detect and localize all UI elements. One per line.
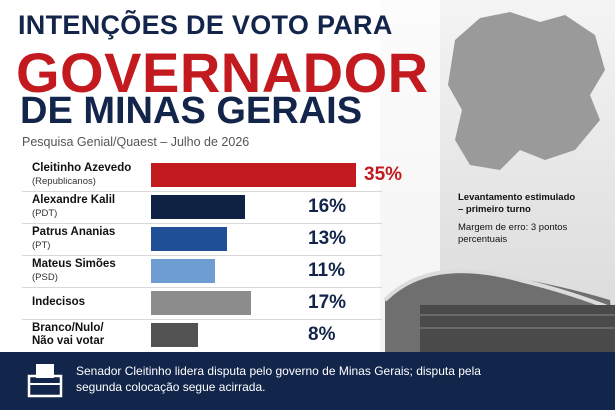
category-label: Alexandre Kalil (PDT) xyxy=(32,194,144,220)
footer-text: Senador Cleitinho lidera disputa pelo go… xyxy=(76,364,481,394)
bar xyxy=(151,259,216,283)
candidate-name: Patrus Ananias xyxy=(32,226,116,238)
note-heading: Levantamento estimulado – primeiro turno xyxy=(458,192,576,215)
candidate-name: Alexandre Kalil xyxy=(32,194,116,206)
category-label: Branco/Nulo/ Não vai votar xyxy=(32,322,144,348)
row-separator xyxy=(22,319,382,320)
bar xyxy=(151,227,228,251)
party-label: (Republicanos) xyxy=(32,176,96,187)
footer-band xyxy=(0,352,615,410)
value-label: 35% xyxy=(364,164,403,185)
title-line: INTENÇÕES DE VOTO PARA xyxy=(18,10,393,40)
party-label: (PSD) xyxy=(32,272,58,283)
note-text: Margem de erro: 3 pontos percentuais xyxy=(458,222,568,245)
title-line: DE MINAS GERAIS xyxy=(20,90,363,132)
row-separator xyxy=(22,191,382,192)
note: Levantamento estimulado – primeiro turno… xyxy=(458,192,578,246)
title-highlight: GOVERNADOR xyxy=(16,41,429,104)
value-label: 16% xyxy=(308,196,347,217)
row-separator xyxy=(22,223,382,224)
row-separator xyxy=(22,287,382,288)
subtitle: Pesquisa Genial/Quaest – Julho de 2026 xyxy=(22,135,250,149)
bar xyxy=(151,195,245,219)
bar xyxy=(151,323,198,347)
value-label: 11% xyxy=(308,260,345,281)
candidate-name: Mateus Simões xyxy=(32,258,116,270)
value-label: 17% xyxy=(308,292,347,313)
category-label: Mateus Simões (PSD) xyxy=(32,258,144,284)
category-label: Patrus Ananias (PT) xyxy=(32,226,144,252)
bar xyxy=(151,163,356,187)
category-label: Indecisos xyxy=(32,296,144,309)
value-label: 13% xyxy=(308,228,347,249)
ballot-icon xyxy=(27,364,63,398)
party-label: (PDT) xyxy=(32,208,58,219)
party-label: (PT) xyxy=(32,240,51,251)
candidate-name: Branco/Nulo/ Não vai votar xyxy=(32,322,105,347)
candidate-name: Cleitinho Azevedo xyxy=(32,162,132,174)
value-label: 8% xyxy=(308,324,336,345)
candidate-name: Indecisos xyxy=(32,296,86,308)
bar xyxy=(151,291,251,315)
row-separator xyxy=(22,255,382,256)
category-label: Cleitinho Azevedo (Republicanos) xyxy=(32,162,144,188)
